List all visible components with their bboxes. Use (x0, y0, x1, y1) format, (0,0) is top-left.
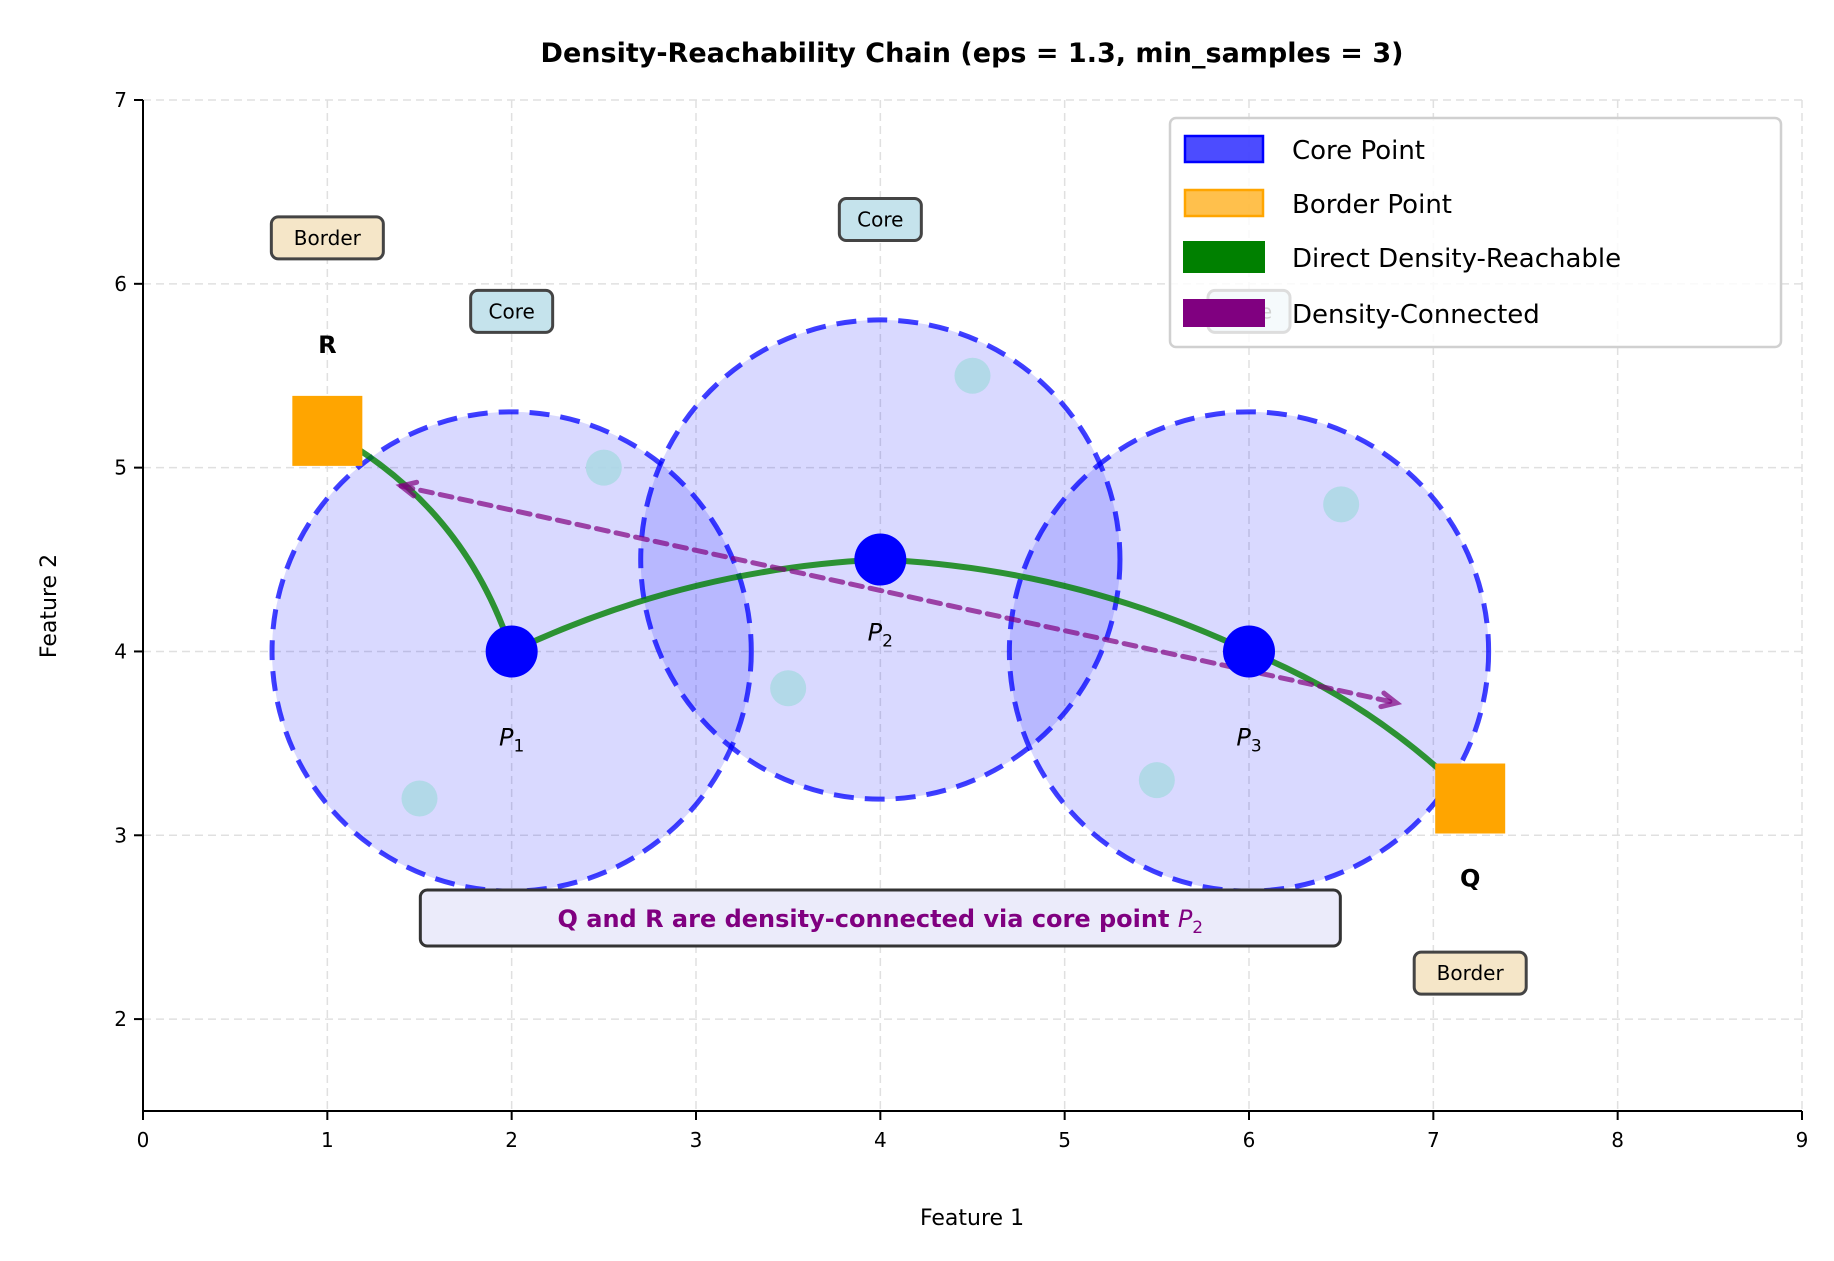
label-sub: 3 (1251, 736, 1262, 756)
x-tick-label: 9 (1796, 1128, 1809, 1152)
y-tick-label: 7 (114, 88, 127, 112)
type-label-core: Core (857, 207, 903, 231)
noise-point (401, 780, 438, 817)
x-tick-label: 0 (137, 1128, 150, 1152)
label-sub: 1 (513, 736, 524, 756)
noise-point (770, 670, 807, 707)
legend-swatch (1183, 188, 1265, 218)
arrowhead-left (395, 479, 420, 499)
legend-label: Border Point (1292, 190, 1452, 220)
x-tick-label: 8 (1611, 1128, 1624, 1152)
core-point (854, 533, 907, 586)
legend-swatch (1183, 299, 1265, 327)
legend-label: Core Point (1292, 136, 1425, 166)
annotation-math: P (1178, 905, 1193, 933)
y-tick-label: 3 (114, 823, 127, 847)
core-point (1223, 625, 1275, 678)
point-labels: P1P2P3RQBorderCoreCoreCoreBorderQ and R … (269, 196, 1528, 996)
core-point (485, 625, 538, 678)
chart-title: Density-Reachability Chain (eps = 1.3, m… (541, 38, 1404, 69)
border-point (292, 395, 363, 466)
core-point-label: P2 (868, 619, 893, 652)
border-point-label: R (318, 331, 336, 359)
type-label-box (837, 196, 923, 242)
reachable-link (510, 556, 881, 655)
axes: 0 1 2 3 4 5 6 7 8 9 2 3 4 5 6 7 (114, 88, 1808, 1152)
x-tick-label: 6 (1243, 1128, 1256, 1152)
x-tick-label: 3 (690, 1128, 703, 1152)
y-tick-label: 4 (114, 639, 127, 663)
noise-point (954, 357, 991, 394)
arrowhead-right (1378, 690, 1403, 710)
x-tick-label: 2 (505, 1128, 518, 1152)
other-points (401, 357, 1360, 817)
type-label-box (469, 288, 555, 334)
legend-swatch (1183, 134, 1265, 164)
legend-label: Density-Connected (1292, 300, 1540, 330)
type-label-border: Border (294, 226, 362, 250)
x-tick-label: 5 (1058, 1128, 1071, 1152)
type-label-core: Core (489, 299, 535, 323)
legend-swatch (1183, 241, 1265, 273)
type-label-box (1412, 950, 1528, 996)
label-main: P (499, 723, 514, 751)
legend-label: Direct Density-Reachable (1292, 244, 1621, 274)
core-point-label: P3 (1236, 723, 1261, 756)
y-tick-label: 5 (114, 456, 127, 480)
annotation-main: Q and R are density-connected via core p… (558, 905, 1178, 933)
key-points (292, 395, 1506, 834)
annotation-sub: 2 (1192, 918, 1203, 938)
y-tick-label: 2 (114, 1007, 127, 1031)
noise-point (585, 449, 622, 486)
x-tick-label: 7 (1427, 1128, 1440, 1152)
x-axis-label: Feature 1 (920, 1206, 1024, 1231)
x-tick-label: 4 (874, 1128, 887, 1152)
core-point-label: P1 (499, 723, 524, 756)
annotation-box (418, 888, 1342, 948)
x-tick-label: 1 (321, 1128, 334, 1152)
type-label-border: Border (1437, 961, 1505, 985)
y-axis-label: Feature 2 (37, 554, 62, 658)
noise-point (1138, 762, 1175, 799)
legend: Core Point Border Point Direct Density-Rea… (1168, 116, 1783, 349)
noise-point (1323, 486, 1360, 523)
label-main: P (868, 619, 883, 647)
border-point-label: Q (1460, 865, 1480, 893)
type-label-box (269, 215, 385, 261)
border-point (1435, 763, 1506, 834)
reachable-link (880, 556, 1251, 655)
label-main: P (1236, 723, 1251, 751)
y-tick-label: 6 (114, 272, 127, 296)
annotation-text: Q and R are density-connected via core p… (558, 905, 1204, 938)
label-sub: 2 (882, 632, 893, 652)
legend-box (1168, 116, 1783, 349)
